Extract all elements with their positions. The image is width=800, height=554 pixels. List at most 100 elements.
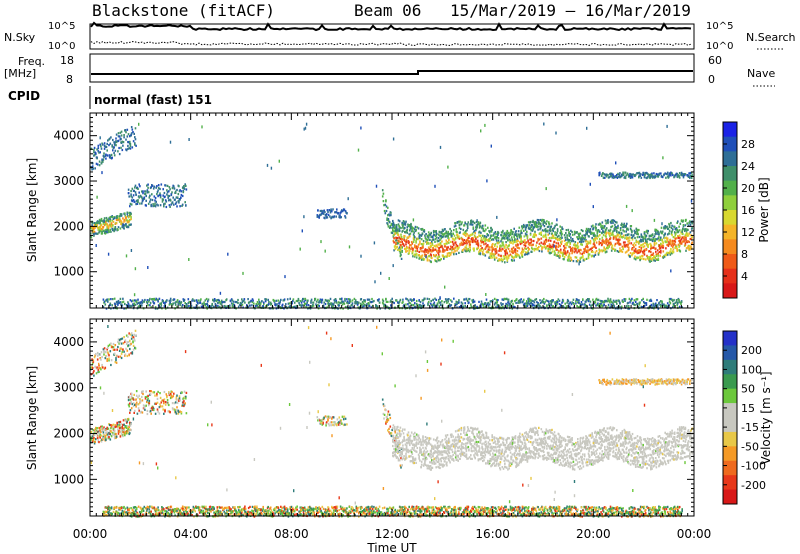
scatter-cell bbox=[482, 303, 485, 306]
scatter-cell bbox=[263, 302, 265, 306]
scatter-cell bbox=[575, 256, 578, 259]
scatter-cell bbox=[563, 245, 565, 248]
scatter-cell bbox=[533, 249, 536, 252]
scatter-cell bbox=[530, 302, 532, 305]
scatter-cell bbox=[102, 158, 105, 161]
scatter-cell bbox=[612, 175, 615, 178]
scatter-cell bbox=[115, 218, 118, 222]
scatter-cell bbox=[338, 304, 341, 307]
scatter-cell bbox=[257, 305, 259, 309]
scatter-cell bbox=[417, 243, 420, 246]
scatter-cell bbox=[657, 254, 660, 257]
scatter-cell bbox=[647, 243, 649, 246]
scatter-cell bbox=[430, 231, 432, 234]
scatter-cell bbox=[166, 184, 169, 187]
scatter-cell bbox=[663, 255, 666, 258]
scatter-cell bbox=[688, 221, 690, 224]
scatter-cell bbox=[298, 303, 301, 307]
scatter-cell bbox=[432, 298, 434, 302]
scatter-cell bbox=[628, 239, 631, 242]
scatter-cell bbox=[157, 195, 159, 198]
scatter-cell bbox=[385, 205, 388, 208]
scatter-cell bbox=[682, 219, 685, 222]
scatter-cell bbox=[550, 301, 553, 304]
scatter-cell bbox=[113, 297, 116, 300]
scatter-cell bbox=[480, 300, 483, 303]
scatter-cell bbox=[504, 253, 507, 256]
scatter-cell bbox=[437, 233, 440, 236]
scatter-cell bbox=[132, 140, 135, 143]
scatter-cell bbox=[136, 202, 139, 205]
scatter-cell bbox=[322, 210, 324, 213]
scatter-cell bbox=[113, 141, 115, 144]
scatter-cell bbox=[98, 426, 100, 430]
scatter-cell bbox=[634, 248, 637, 251]
scatter-cell bbox=[344, 210, 347, 213]
scatter-cell bbox=[651, 258, 653, 261]
scatter-cell bbox=[604, 176, 606, 179]
scatter-cell bbox=[542, 301, 544, 304]
scatter-cell bbox=[489, 236, 492, 240]
scatter-cell bbox=[579, 258, 582, 261]
scatter-cell bbox=[94, 440, 96, 443]
scatter-cell bbox=[505, 255, 508, 258]
scatter-cell bbox=[328, 299, 331, 302]
scatter-cell bbox=[526, 230, 528, 233]
cpid-label: CPID bbox=[8, 89, 40, 103]
scatter-cell bbox=[533, 235, 536, 238]
scatter-cell bbox=[554, 224, 556, 228]
scatter-cell bbox=[585, 245, 587, 248]
scatter-cell bbox=[673, 236, 676, 239]
scatter-cell bbox=[638, 245, 641, 249]
scatter-cell bbox=[119, 214, 122, 217]
scatter-cell bbox=[188, 258, 190, 261]
scatter-cell bbox=[122, 141, 125, 144]
scatter-cell bbox=[400, 235, 403, 239]
scatter-cell bbox=[611, 231, 614, 234]
scatter-cell bbox=[687, 247, 690, 250]
scatter-cell bbox=[135, 203, 137, 206]
scatter-cell bbox=[131, 146, 134, 149]
scatter-cell bbox=[141, 197, 144, 200]
scatter-cell bbox=[553, 253, 556, 256]
scatter-cell bbox=[456, 230, 458, 234]
scatter-cell bbox=[531, 225, 533, 228]
scatter-cell bbox=[641, 255, 644, 258]
scatter-cell bbox=[485, 293, 487, 296]
scatter-cell bbox=[502, 229, 504, 232]
scatter-cell bbox=[137, 200, 139, 204]
scatter-cell bbox=[559, 245, 561, 248]
scatter-cell bbox=[638, 251, 640, 254]
scatter-cell bbox=[532, 219, 534, 222]
scatter-cell bbox=[451, 240, 454, 243]
scatter-cell bbox=[682, 224, 685, 227]
scatter-cell bbox=[168, 190, 170, 193]
scatter-cell bbox=[665, 241, 667, 244]
scatter-cell bbox=[668, 300, 671, 303]
scatter-cell bbox=[674, 237, 677, 240]
scatter-cell bbox=[362, 302, 364, 305]
scatter-cell bbox=[678, 225, 680, 228]
scatter-cell bbox=[436, 232, 438, 235]
scatter-cell bbox=[640, 233, 643, 236]
scatter-cell bbox=[409, 244, 411, 247]
scatter-cell bbox=[488, 231, 491, 234]
scatter-cell bbox=[327, 210, 329, 214]
scatter-cell bbox=[305, 122, 308, 126]
scatter-cell bbox=[110, 435, 113, 438]
scatter-cell bbox=[544, 230, 547, 233]
scatter-cell bbox=[113, 143, 116, 146]
scatter-cell bbox=[374, 280, 376, 284]
scatter-cell bbox=[582, 298, 584, 301]
scatter-cell bbox=[646, 254, 648, 257]
scatter-cell bbox=[484, 224, 487, 227]
scatter-cell bbox=[627, 305, 630, 308]
scatter-cell bbox=[106, 149, 108, 152]
scatter-cell bbox=[643, 248, 646, 251]
scatter-cell bbox=[344, 297, 346, 301]
scatter-cell bbox=[488, 246, 491, 249]
scatter-cell bbox=[452, 238, 454, 241]
scatter-cell bbox=[465, 247, 468, 250]
scatter-cell bbox=[607, 247, 609, 250]
scatter-cell bbox=[605, 233, 607, 236]
